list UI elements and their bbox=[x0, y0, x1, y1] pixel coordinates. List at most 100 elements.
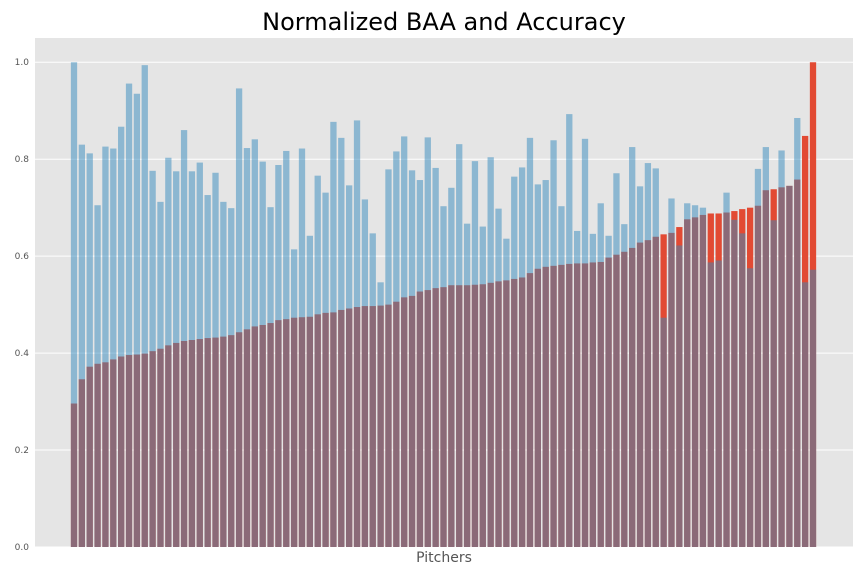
accuracy-bar bbox=[165, 157, 172, 548]
accuracy-bar bbox=[566, 114, 573, 548]
accuracy-bar bbox=[691, 205, 699, 548]
accuracy-bar bbox=[684, 203, 691, 548]
accuracy-bar bbox=[228, 208, 235, 547]
accuracy-bar bbox=[471, 161, 479, 547]
accuracy-bar bbox=[534, 184, 541, 547]
accuracy-bar bbox=[597, 203, 604, 548]
accuracy-bar bbox=[173, 171, 180, 547]
accuracy-bar bbox=[801, 282, 809, 547]
accuracy-bar bbox=[322, 192, 329, 547]
accuracy-bar bbox=[723, 192, 730, 547]
accuracy-bar bbox=[463, 223, 471, 547]
accuracy-bar bbox=[629, 147, 636, 547]
accuracy-bar bbox=[495, 208, 502, 547]
accuracy-bar bbox=[487, 157, 494, 547]
accuracy-bar bbox=[235, 88, 243, 548]
accuracy-bars bbox=[70, 62, 817, 548]
accuracy-bar bbox=[298, 148, 306, 547]
accuracy-bar bbox=[644, 163, 652, 547]
accuracy-bar bbox=[456, 144, 463, 547]
accuracy-bar bbox=[275, 165, 282, 547]
accuracy-bar bbox=[518, 167, 526, 547]
accuracy-bar bbox=[314, 175, 321, 548]
accuracy-bar bbox=[118, 126, 125, 548]
accuracy-bar bbox=[110, 148, 117, 547]
accuracy-bar bbox=[220, 201, 227, 547]
accuracy-bar bbox=[809, 269, 817, 547]
accuracy-bar bbox=[558, 206, 565, 547]
accuracy-bar bbox=[102, 146, 109, 547]
accuracy-bar bbox=[581, 138, 589, 547]
y-tick-label: 0.6 bbox=[15, 252, 30, 262]
accuracy-bar bbox=[361, 199, 369, 547]
accuracy-bar bbox=[157, 201, 164, 547]
accuracy-bar bbox=[778, 150, 785, 547]
accuracy-bar bbox=[479, 226, 486, 547]
accuracy-bar bbox=[401, 136, 408, 547]
accuracy-bar bbox=[794, 117, 801, 548]
accuracy-bar bbox=[338, 137, 345, 548]
accuracy-bar bbox=[204, 195, 211, 547]
accuracy-bar bbox=[652, 168, 659, 547]
accuracy-bar bbox=[542, 180, 549, 548]
accuracy-bar bbox=[133, 93, 141, 547]
accuracy-bar bbox=[408, 170, 416, 547]
accuracy-bar bbox=[283, 150, 290, 547]
accuracy-bar bbox=[731, 219, 738, 548]
accuracy-bar bbox=[511, 176, 518, 547]
accuracy-bar bbox=[267, 207, 274, 547]
accuracy-bar bbox=[290, 249, 298, 548]
accuracy-bar bbox=[180, 130, 188, 547]
accuracy-bar bbox=[786, 185, 793, 547]
accuracy-bar bbox=[715, 260, 722, 547]
accuracy-bar bbox=[377, 282, 384, 547]
accuracy-bar bbox=[699, 207, 707, 548]
y-tick-label: 0.4 bbox=[15, 349, 30, 359]
x-axis-label: Pitchers bbox=[416, 550, 472, 566]
accuracy-bar bbox=[636, 186, 644, 547]
accuracy-bar bbox=[385, 169, 392, 547]
accuracy-bar bbox=[613, 173, 620, 547]
y-tick-label: 0.0 bbox=[15, 543, 30, 553]
accuracy-bar bbox=[306, 235, 313, 547]
accuracy-bar bbox=[660, 317, 667, 547]
accuracy-bar bbox=[503, 238, 510, 547]
accuracy-bar bbox=[251, 139, 258, 547]
accuracy-bar bbox=[212, 172, 219, 547]
accuracy-bar bbox=[432, 167, 439, 548]
accuracy-bar bbox=[550, 140, 557, 547]
accuracy-bar bbox=[526, 137, 534, 548]
accuracy-bar bbox=[70, 62, 78, 548]
accuracy-bar bbox=[243, 148, 251, 548]
accuracy-bar bbox=[353, 120, 361, 547]
accuracy-bar bbox=[762, 147, 769, 547]
accuracy-bar bbox=[125, 83, 133, 547]
accuracy-bar bbox=[605, 235, 612, 547]
accuracy-bar bbox=[707, 262, 714, 547]
accuracy-bar bbox=[86, 153, 93, 547]
accuracy-bar bbox=[770, 220, 777, 547]
y-tick-label: 1.0 bbox=[15, 58, 30, 68]
y-tick-label: 0.8 bbox=[15, 155, 30, 165]
accuracy-bar bbox=[574, 230, 581, 547]
accuracy-bar bbox=[621, 224, 628, 547]
accuracy-bar bbox=[746, 268, 754, 547]
chart-title: Normalized BAA and Accuracy bbox=[262, 8, 626, 36]
accuracy-bar bbox=[424, 137, 431, 547]
accuracy-bar bbox=[440, 206, 447, 547]
accuracy-bar bbox=[393, 151, 400, 547]
accuracy-bar bbox=[196, 162, 203, 547]
accuracy-bar bbox=[589, 233, 597, 547]
accuracy-bar bbox=[416, 180, 424, 548]
y-tick-label: 0.2 bbox=[15, 446, 29, 456]
accuracy-bar bbox=[149, 170, 156, 547]
accuracy-bar bbox=[739, 233, 746, 548]
accuracy-bar bbox=[188, 171, 196, 547]
y-axis-ticks: 0.0 0.2 0.4 0.6 0.8 1.0 bbox=[15, 58, 30, 553]
accuracy-bar bbox=[330, 121, 337, 548]
accuracy-bar bbox=[141, 65, 148, 548]
accuracy-bar bbox=[448, 187, 455, 548]
accuracy-bar bbox=[346, 185, 353, 547]
